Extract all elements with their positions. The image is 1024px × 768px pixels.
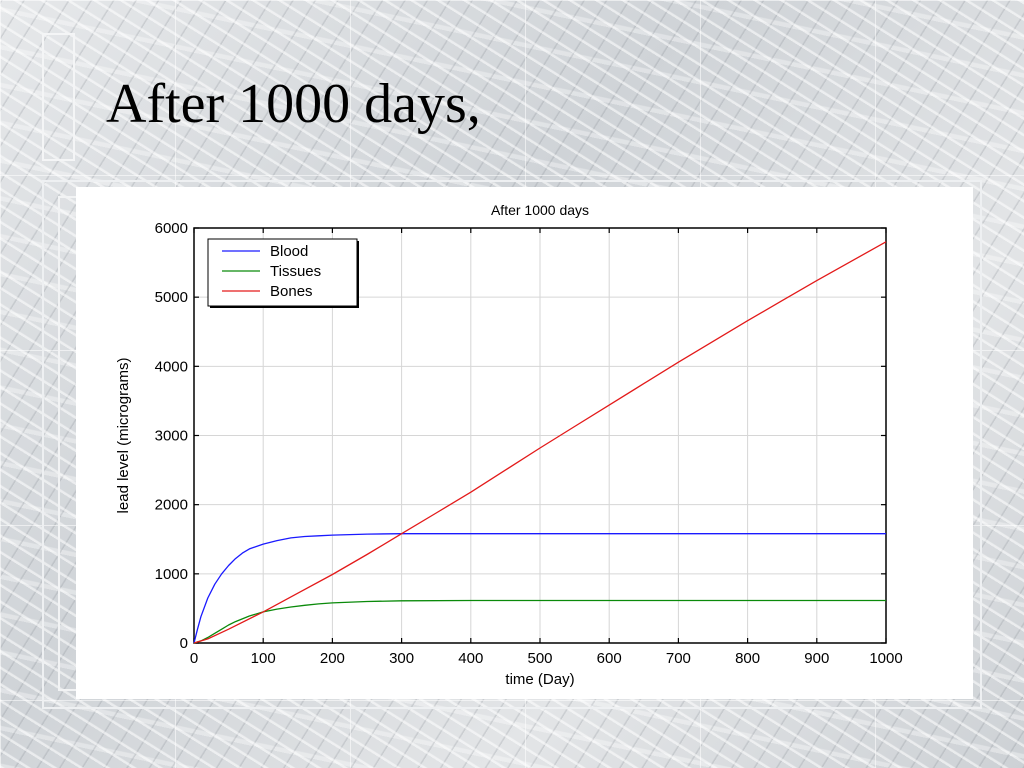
x-tick-label: 0 xyxy=(190,650,198,667)
x-axis-label: time (Day) xyxy=(505,671,574,688)
series-line-tissues xyxy=(193,599,886,644)
x-tick-label: 1000 xyxy=(869,650,902,667)
y-tick-label: 3000 xyxy=(155,428,188,445)
series-line-bones xyxy=(193,241,887,644)
chart-frame xyxy=(42,180,982,709)
chart-panel: 0 100 200 300 400 500 600 700 800 900 1000 0 1000 200… xyxy=(76,187,973,699)
x-tick-label: 200 xyxy=(320,650,345,667)
line-chart: 0 100 200 300 400 500 600 700 800 900 1000 0 1000 200… xyxy=(115,202,903,688)
legend-label-blood: Blood xyxy=(270,243,308,260)
chart-frame-accent xyxy=(58,196,76,691)
y-tick-label: 6000 xyxy=(155,220,188,237)
x-tick-label: 700 xyxy=(666,650,691,667)
legend-label-tissues: Tissues xyxy=(270,263,321,280)
y-tick-label: 4000 xyxy=(155,358,188,375)
y-tick-label: 0 xyxy=(180,635,188,652)
chart-title: After 1000 days xyxy=(491,202,589,218)
legend-label-bones: Bones xyxy=(270,283,313,300)
x-tick-label: 600 xyxy=(597,650,622,667)
slide-title: After 1000 days, xyxy=(106,73,481,135)
x-tick-label: 900 xyxy=(804,650,829,667)
series-line-blood xyxy=(193,533,886,644)
x-tick-label: 400 xyxy=(458,650,483,667)
y-tick-label: 2000 xyxy=(155,497,188,514)
y-axis-label: lead level (micrograms) xyxy=(115,358,132,514)
x-tick-label: 500 xyxy=(527,650,552,667)
decorative-bar xyxy=(42,33,75,161)
legend-box xyxy=(207,238,358,307)
x-tick-label: 100 xyxy=(251,650,276,667)
series-lines xyxy=(193,241,887,644)
legend: Blood Tissues Bones xyxy=(207,238,359,308)
y-tick-label: 1000 xyxy=(155,566,188,583)
axis-ticks: 0 100 200 300 400 500 600 700 800 900 1000 0 1000 200… xyxy=(155,220,903,667)
x-tick-label: 800 xyxy=(735,650,760,667)
y-tick-label: 5000 xyxy=(155,289,188,306)
x-tick-label: 300 xyxy=(389,650,414,667)
